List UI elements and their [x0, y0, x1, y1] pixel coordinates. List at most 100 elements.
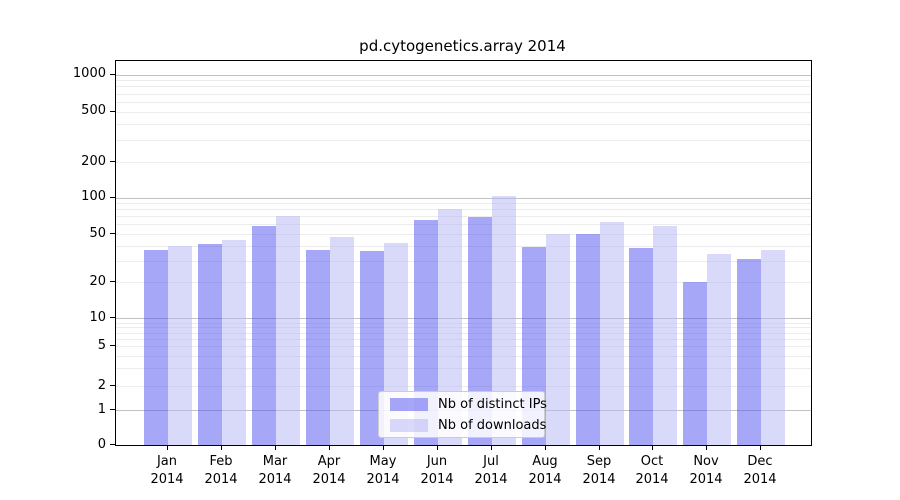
x-tick-label-sep: Sep 2014	[582, 454, 616, 487]
gridline-20	[116, 282, 811, 283]
x-tick-mark-dec	[760, 445, 761, 450]
y-tick-label-5: 5	[97, 338, 106, 353]
x-tick-label-nov: Nov 2014	[689, 454, 723, 487]
x-tick-label-dec: Dec 2014	[743, 454, 777, 487]
gridline-300	[116, 140, 811, 141]
plot-area	[115, 60, 812, 446]
bar-distinct-ips-dec	[737, 259, 762, 445]
legend-swatch-distinct-ips	[390, 397, 428, 411]
y-tick-label-20: 20	[89, 274, 106, 289]
bar-downloads-sep	[599, 221, 624, 445]
x-tick-label-apr: Apr 2014	[312, 454, 346, 487]
x-tick-label-aug: Aug 2014	[528, 454, 562, 487]
gridline-900	[116, 80, 811, 81]
y-tick-mark-1000	[110, 74, 115, 75]
y-tick-mark-1	[110, 409, 115, 410]
legend-item-downloads: Nb of downloads	[379, 417, 547, 434]
gridline-30	[116, 261, 811, 262]
gridline-100	[116, 198, 811, 199]
y-tick-mark-0	[110, 444, 115, 445]
legend-swatch-downloads	[390, 418, 428, 432]
gridline-600	[116, 102, 811, 103]
x-tick-mark-jan	[167, 445, 168, 450]
gridline-90	[116, 203, 811, 204]
x-tick-label-jul: Jul 2014	[474, 454, 508, 487]
gridline-2	[116, 386, 811, 387]
y-tick-label-100: 100	[81, 189, 106, 204]
y-tick-label-1000: 1000	[72, 66, 106, 81]
bar-downloads-feb	[222, 239, 247, 445]
x-tick-label-feb: Feb 2014	[204, 454, 238, 487]
legend: Nb of distinct IPs Nb of downloads	[378, 391, 547, 438]
gridline-8	[116, 327, 811, 328]
x-tick-mark-sep	[599, 445, 600, 450]
bar-distinct-ips-nov	[683, 282, 708, 445]
y-tick-label-10: 10	[89, 310, 106, 325]
gridline-60	[116, 224, 811, 225]
bar-distinct-ips-mar	[252, 226, 277, 445]
y-tick-label-2: 2	[97, 378, 106, 393]
x-tick-mark-apr	[329, 445, 330, 450]
y-tick-label-1: 1	[97, 402, 106, 417]
y-tick-label-500: 500	[81, 103, 106, 118]
y-tick-mark-50	[110, 233, 115, 234]
gridline-40	[116, 246, 811, 247]
bar-distinct-ips-sep	[575, 234, 600, 445]
y-tick-mark-200	[110, 161, 115, 162]
x-tick-mark-nov	[706, 445, 707, 450]
x-tick-label-jan: Jan 2014	[150, 454, 184, 487]
y-tick-mark-100	[110, 197, 115, 198]
x-tick-mark-mar	[275, 445, 276, 450]
gridline-9	[116, 323, 811, 324]
y-tick-label-0: 0	[97, 437, 106, 452]
x-tick-mark-feb	[221, 445, 222, 450]
bar-distinct-ips-oct	[629, 248, 654, 445]
bar-downloads-dec	[761, 249, 786, 445]
legend-label-distinct-ips: Nb of distinct IPs	[438, 396, 547, 412]
gridline-1000	[116, 75, 811, 76]
gridline-400	[116, 124, 811, 125]
bar-downloads-aug	[545, 234, 570, 445]
y-tick-mark-500	[110, 111, 115, 112]
gridline-5	[116, 346, 811, 347]
bar-distinct-ips-apr	[306, 249, 330, 445]
y-tick-label-50: 50	[89, 226, 106, 241]
bar-downloads-nov	[707, 254, 732, 445]
x-tick-label-oct: Oct 2014	[635, 454, 669, 487]
gridline-50	[116, 234, 811, 235]
gridline-10	[116, 318, 811, 319]
gridline-4	[116, 356, 811, 357]
x-tick-label-may: May 2014	[366, 454, 400, 487]
gridline-6	[116, 339, 811, 340]
y-tick-mark-20	[110, 281, 115, 282]
x-tick-mark-jun	[437, 445, 438, 450]
bar-downloads-apr	[330, 237, 354, 445]
bar-downloads-jan	[168, 245, 193, 445]
y-tick-label-200: 200	[81, 154, 106, 169]
chart-title: pd.cytogenetics.array 2014	[359, 37, 566, 55]
x-tick-label-mar: Mar 2014	[258, 454, 292, 487]
x-tick-mark-aug	[545, 445, 546, 450]
gridline-3	[116, 368, 811, 369]
y-tick-mark-10	[110, 317, 115, 318]
gridline-7	[116, 333, 811, 334]
gridline-200	[116, 162, 811, 163]
gridline-70	[116, 216, 811, 217]
y-tick-mark-5	[110, 345, 115, 346]
gridline-800	[116, 86, 811, 87]
y-tick-mark-2	[110, 385, 115, 386]
bar-distinct-ips-feb	[198, 244, 223, 445]
legend-label-downloads: Nb of downloads	[438, 417, 547, 433]
legend-item-distinct-ips: Nb of distinct IPs	[379, 396, 547, 413]
gridline-700	[116, 94, 811, 95]
gridline-80	[116, 209, 811, 210]
x-tick-mark-jul	[491, 445, 492, 450]
bar-downloads-mar	[276, 216, 301, 445]
gridline-500	[116, 112, 811, 113]
x-tick-label-jun: Jun 2014	[420, 454, 454, 487]
x-tick-mark-oct	[652, 445, 653, 450]
bar-distinct-ips-jan	[144, 249, 169, 445]
bar-downloads-oct	[653, 226, 678, 445]
x-tick-mark-may	[383, 445, 384, 450]
